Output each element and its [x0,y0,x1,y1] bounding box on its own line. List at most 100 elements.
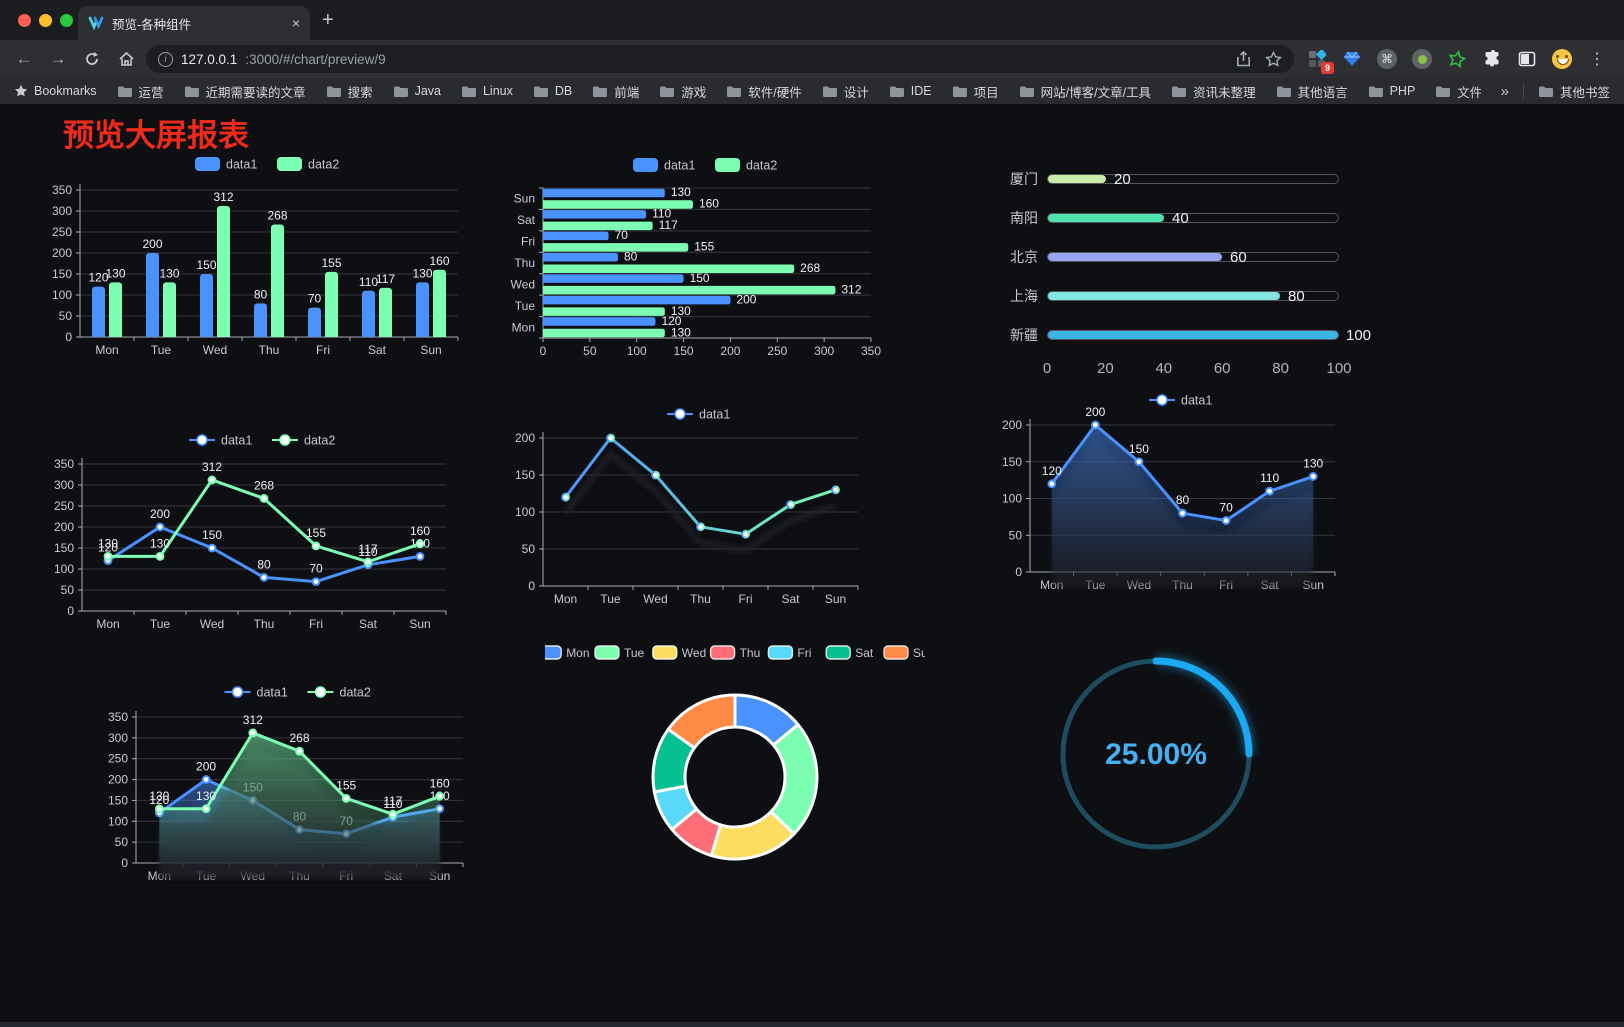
chart-gauge[interactable]: 25.00% [1045,643,1267,865]
chart-line-two-series[interactable]: data1 data2 0 50 100 150 200 250 300 350 Mon Tue Wed… [38,428,468,641]
minimize-window-button[interactable] [39,14,52,27]
chart-line-gradient[interactable]: data1 0 50 100 150 200 Mon Tue Wed Thu Fri Sat Sun [505,398,903,610]
extension-badge: 9 [1320,62,1334,74]
svg-text:130: 130 [105,266,125,280]
svg-text:268: 268 [800,261,820,275]
bookmark-folder[interactable]: DB [533,82,572,101]
maximize-window-button[interactable] [60,14,73,27]
bookmark-star-icon[interactable] [1265,51,1282,67]
chart-progress-bars[interactable]: 厦门 20 南阳 40 北京 60 上海 80 新疆 100 0 20 40 60 80 1… [1010,171,1372,377]
bookmarks-overflow-icon[interactable]: » [1500,82,1509,100]
svg-text:80: 80 [257,557,271,571]
browser-toolbar: ← → i 127.0.0.1 :3000/#/chart/preview/9 … [0,40,1624,78]
svg-text:Thu: Thu [740,646,761,660]
bookmark-folder[interactable]: 近期需要读的文章 [184,82,306,101]
bookmark-folder[interactable]: 网站/博客/文章/工具 [1019,82,1151,101]
svg-text:80: 80 [624,250,638,264]
bookmark-folder[interactable]: 项目 [952,82,999,101]
svg-text:110: 110 [358,545,377,559]
svg-text:200: 200 [1085,405,1105,419]
svg-text:0: 0 [121,856,128,870]
tab-groups-extension-icon[interactable]: 9 [1306,48,1334,74]
svg-text:Sat: Sat [368,343,387,357]
chart-area-single[interactable]: data1050100150200MonTueWedThuFriSatSun12… [985,388,1390,600]
svg-text:312: 312 [841,282,861,296]
other-bookmarks-folder[interactable]: 其他书签 [1538,82,1610,101]
svg-text:Sun: Sun [913,646,925,660]
site-info-icon[interactable]: i [158,51,173,67]
command-extension-icon[interactable]: ⌘ [1376,48,1398,70]
bookmark-folder[interactable]: PHP [1368,82,1415,101]
recorder-extension-icon[interactable] [1411,48,1433,70]
tab-close-icon[interactable]: × [291,15,300,31]
new-tab-button[interactable]: + [322,9,334,31]
svg-text:120: 120 [1042,464,1062,478]
svg-text:Mon: Mon [566,646,589,660]
bookmark-folder[interactable]: 其他语言 [1276,82,1348,101]
bookmarks-manager[interactable]: Bookmarks [14,84,97,98]
forward-icon[interactable]: → [49,49,67,68]
tab-title: 预览-各种组件 [112,17,192,32]
bookmark-folder[interactable]: 资讯未整理 [1171,82,1256,101]
emoji-extension-icon[interactable] [1551,48,1573,70]
svg-text:268: 268 [254,478,274,492]
bookmark-folder[interactable]: 设计 [822,82,869,101]
svg-text:Sun: Sun [514,192,535,206]
svg-text:110: 110 [359,275,378,289]
svg-text:Thu: Thu [259,343,280,357]
svg-text:100: 100 [52,288,72,302]
bookmark-folder[interactable]: 前端 [592,82,639,101]
svg-text:Tue: Tue [600,592,621,606]
browser-tab[interactable]: 预览-各种组件 × [78,6,310,40]
svg-text:Fri: Fri [739,592,753,606]
svg-text:Sun: Sun [409,617,430,631]
bookmark-folder[interactable]: IDE [889,82,932,101]
svg-text:data1: data1 [226,158,257,172]
svg-text:Wed: Wed [203,343,227,357]
svg-text:Sun: Sun [825,592,846,606]
back-icon[interactable]: ← [15,49,33,68]
svg-text:100: 100 [627,344,647,358]
svg-text:100: 100 [515,505,535,519]
svg-text:data1: data1 [221,434,252,448]
address-bar[interactable]: i 127.0.0.1 :3000/#/chart/preview/9 [146,45,1294,73]
extensions-puzzle-icon[interactable] [1481,48,1503,70]
home-icon[interactable] [112,45,140,73]
chart-bar-vertical[interactable]: data1 data2 0 50 100 150 200 250 300 350 Mon Tue Wed… [38,146,468,364]
svg-text:155: 155 [694,240,714,254]
bookmark-folder[interactable]: 游戏 [659,82,706,101]
chart-area-two-series[interactable]: data1data2050100150200250300350MonTueWed… [100,678,520,890]
share-icon[interactable] [1236,51,1251,67]
svg-text:150: 150 [690,271,710,285]
close-window-button[interactable] [18,14,31,27]
browser-menu-icon[interactable]: ⋮ [1589,51,1605,68]
bookmark-folder[interactable]: Java [393,82,441,101]
svg-text:80: 80 [254,287,268,301]
svg-text:Sat: Sat [359,617,378,631]
svg-text:80: 80 [1176,493,1190,507]
gem-extension-icon[interactable] [1341,48,1363,70]
svg-text:200: 200 [108,773,128,787]
bookmark-folder[interactable]: Linux [461,82,513,101]
svg-text:Wed: Wed [643,592,667,606]
svg-text:data1: data1 [1181,394,1212,408]
evernote-star-extension-icon[interactable] [1446,48,1468,70]
svg-text:300: 300 [52,204,72,218]
svg-text:Fri: Fri [316,343,330,357]
svg-text:Fri: Fri [797,646,811,660]
bookmark-folder[interactable]: 运营 [117,82,164,101]
svg-text:155: 155 [336,778,356,792]
svg-text:250: 250 [108,752,128,766]
svg-text:Fri: Fri [309,617,323,631]
svg-text:300: 300 [108,731,128,745]
chart-donut-pie[interactable]: Mon Tue Wed Thu Fri Sat Sun [536,638,934,928]
svg-text:150: 150 [515,468,535,482]
bookmark-folder[interactable]: 搜索 [326,82,373,101]
reload-icon[interactable] [78,45,106,73]
side-panel-icon[interactable] [1516,48,1538,70]
chart-bar-horizontal[interactable]: data1 data2 0 50 100 150 200 250 300 350 Sun 130 160… [505,150,903,368]
bookmark-folder[interactable]: 软件/硬件 [726,82,802,101]
bookmark-folder[interactable]: 文件服务器 [1435,82,1481,101]
svg-text:160: 160 [699,197,719,211]
